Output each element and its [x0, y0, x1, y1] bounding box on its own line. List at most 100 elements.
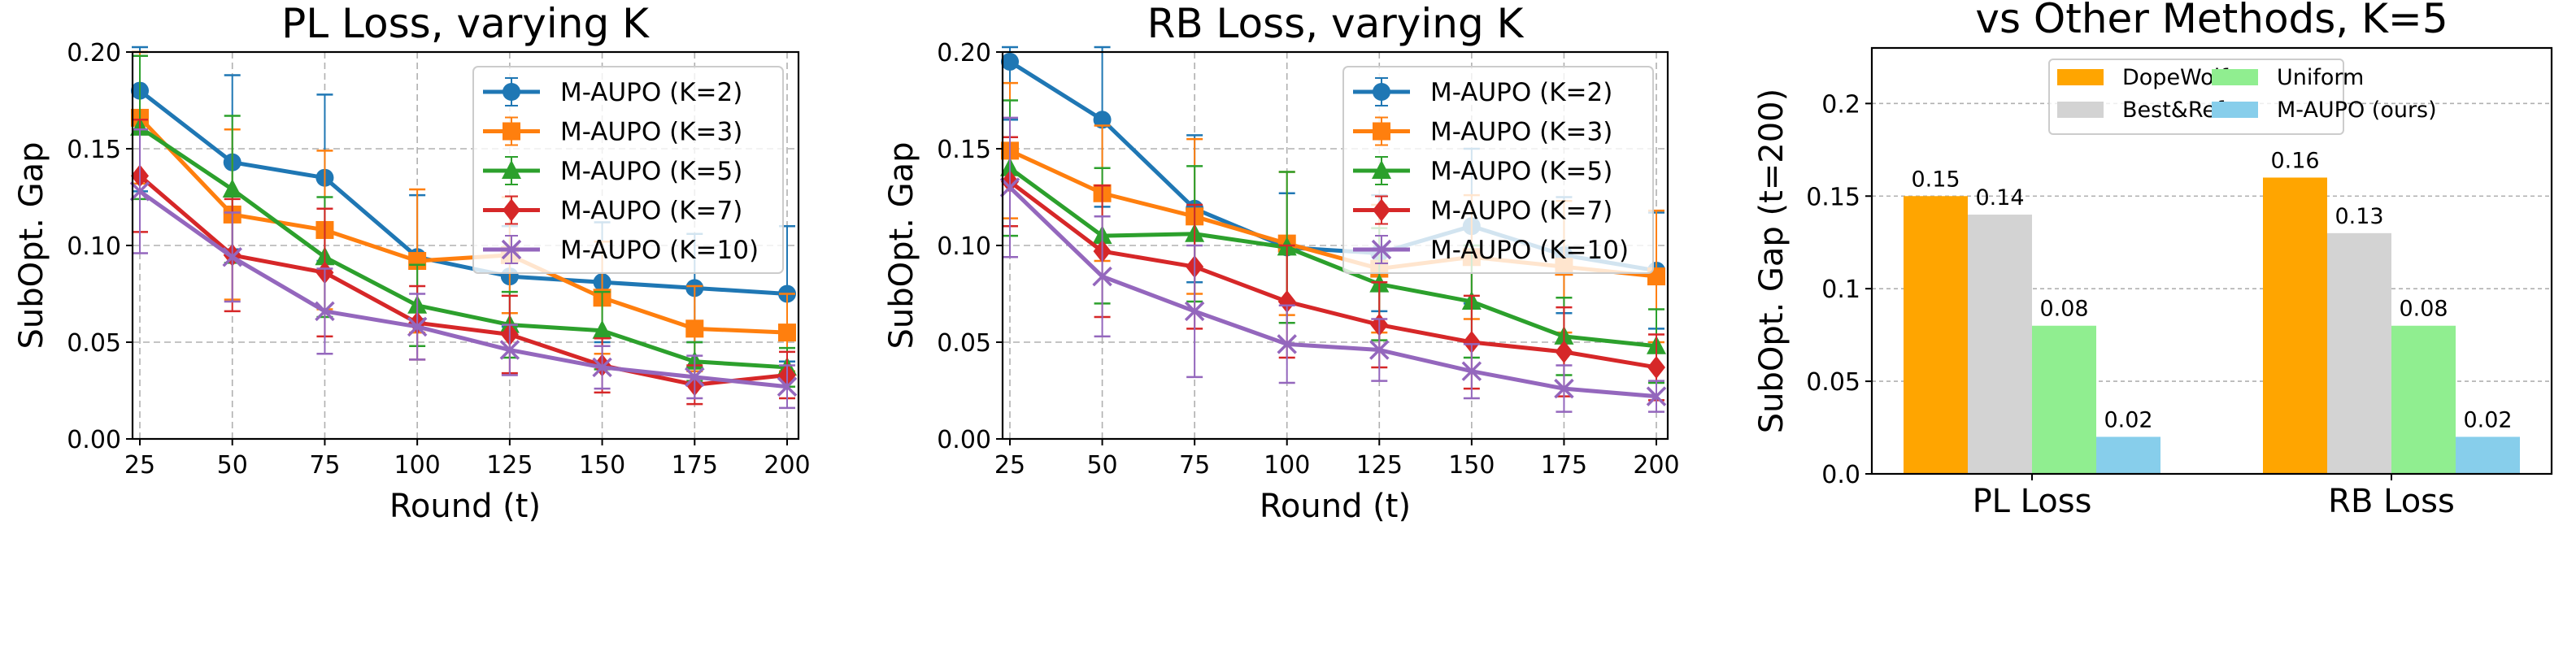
- legend-marker: [503, 122, 520, 141]
- legend-label: M-AUPO (K=2): [1430, 78, 1612, 107]
- bar: [1904, 196, 1968, 474]
- x-tick-label: 200: [1633, 451, 1679, 480]
- y-tick-label: 0.0: [1821, 461, 1860, 489]
- pl-loss-chart: PL Loss, varying K SubOpt. Gap Round (t)…: [13, 0, 811, 525]
- data-point: [1184, 301, 1205, 322]
- y-tick-label: 0.1: [1821, 276, 1860, 304]
- x-axis-label: Round (t): [389, 488, 541, 525]
- series-line: [138, 116, 788, 335]
- legend-item: M-AUPO (K=5): [1353, 156, 1612, 186]
- x-tick-label: 25: [124, 451, 155, 480]
- legend-item: Best&Ref: [2057, 98, 2225, 123]
- y-tick-label: 0.15: [67, 136, 121, 164]
- legend: M-AUPO (K=2) M-AUPO (K=3) M-AUPO (K=5) M-AU…: [472, 66, 784, 274]
- legend-label: M-AUPO (K=2): [560, 78, 742, 107]
- x-tick-label: PL Loss: [1973, 483, 2092, 520]
- bar: [1968, 215, 2032, 474]
- legend-item: M-AUPO (K=7): [1353, 195, 1612, 226]
- x-tick-label: 50: [1086, 451, 1117, 480]
- legend-item: M-AUPO (K=3): [483, 116, 742, 147]
- data-point: [1647, 355, 1665, 379]
- series-line: [1008, 166, 1657, 349]
- y-axis-label: SubOpt. Gap: [13, 141, 50, 349]
- series-line: [138, 189, 788, 389]
- legend-swatch: [2212, 69, 2258, 85]
- legend-label: M-AUPO (K=7): [560, 197, 742, 226]
- bar-value-label: 0.02: [2104, 407, 2152, 432]
- x-tick-label: RB Loss: [2328, 483, 2455, 520]
- legend-marker: [501, 239, 522, 260]
- bar: [2032, 325, 2096, 474]
- data-point: [1001, 52, 1019, 71]
- y-tick-label: 0.00: [67, 426, 121, 454]
- x-tick-label: 150: [1448, 451, 1495, 480]
- series: [129, 46, 798, 410]
- legend-marker: [502, 160, 521, 179]
- rb-loss-chart: RB Loss, varying K SubOpt. Gap Round (t)…: [883, 0, 1680, 525]
- bar-value-label: 0.16: [2270, 148, 2319, 173]
- legend-box: [1342, 66, 1654, 274]
- y-axis-label: SubOpt. Gap (t=200): [1753, 89, 1791, 434]
- x-tick-label: 50: [217, 451, 248, 480]
- ticks: 0.0 0.05 0.1 0.15 0.2 PL Loss RB Loss: [1806, 90, 2455, 520]
- legend-item: M-AUPO (K=7): [483, 195, 742, 226]
- legend-label: Uniform: [2277, 65, 2364, 90]
- legend-item: M-AUPO (ours): [2212, 98, 2437, 123]
- legend-box: [472, 66, 784, 274]
- data-point: [1092, 266, 1112, 287]
- x-tick-label: 100: [1264, 451, 1310, 480]
- bar-value-label: 0.14: [1975, 185, 2024, 211]
- data-point: [1461, 361, 1482, 381]
- x-tick-label: 75: [1179, 451, 1210, 480]
- y-tick-label: 0.05: [937, 329, 991, 358]
- y-tick-label: 0.15: [937, 136, 991, 164]
- legend-label: M-AUPO (K=5): [560, 157, 742, 186]
- data-point: [1093, 111, 1112, 129]
- y-tick-label: 0.20: [937, 39, 991, 67]
- x-tick-label: 25: [994, 451, 1025, 480]
- legend-marker: [1373, 122, 1390, 141]
- legend: M-AUPO (K=2) M-AUPO (K=3) M-AUPO (K=5) M-AU…: [1342, 66, 1654, 274]
- series-line: [138, 125, 788, 370]
- chart-title: RB Loss, varying K: [1147, 0, 1525, 47]
- data-point: [1277, 334, 1297, 354]
- y-tick-label: 0.00: [937, 426, 991, 454]
- data-point: [592, 319, 612, 339]
- bar-value-label: 0.08: [2039, 297, 2088, 322]
- legend-marker: [503, 198, 520, 222]
- ticks: 25 50 75 100 125 150 175 200 0.00 0.05 0.10 0.15 0.2…: [67, 39, 810, 480]
- data-point: [685, 319, 704, 338]
- data-point: [407, 316, 428, 337]
- legend-marker: [1372, 160, 1391, 179]
- legend-swatch: [2212, 102, 2258, 118]
- series-line: [1008, 185, 1657, 399]
- y-tick-label: 0.05: [1806, 368, 1860, 397]
- legend-item: M-AUPO (K=2): [1353, 77, 1612, 107]
- legend-marker: [1373, 83, 1390, 101]
- y-tick-label: 0.20: [67, 39, 121, 67]
- bar: [2327, 232, 2391, 474]
- chart-title: vs Other Methods, K=5: [1975, 0, 2448, 42]
- bar-value-label: 0.08: [2399, 297, 2448, 322]
- series-5: [999, 116, 1667, 413]
- data-point: [129, 181, 150, 202]
- data-point: [778, 324, 796, 342]
- legend-item: M-AUPO (K=10): [483, 235, 759, 265]
- legend-marker: [1373, 198, 1390, 222]
- data-point: [315, 301, 335, 322]
- ticks: 25 50 75 100 125 150 175 200 0.00 0.05 0.10 0.15 0.2…: [937, 39, 1679, 480]
- bar: [2096, 436, 2160, 474]
- series-line: [138, 174, 788, 387]
- data-point: [1646, 386, 1667, 406]
- data-point: [222, 247, 242, 267]
- data-point: [1369, 340, 1390, 360]
- data-point: [999, 177, 1020, 198]
- bar: [2263, 177, 2327, 474]
- data-point: [499, 340, 520, 360]
- y-tick-label: 0.10: [937, 232, 991, 261]
- legend-label: M-AUPO (K=3): [1430, 118, 1612, 147]
- data-point: [1555, 340, 1573, 363]
- legend-swatch: [2057, 102, 2104, 118]
- series-line: [138, 89, 788, 296]
